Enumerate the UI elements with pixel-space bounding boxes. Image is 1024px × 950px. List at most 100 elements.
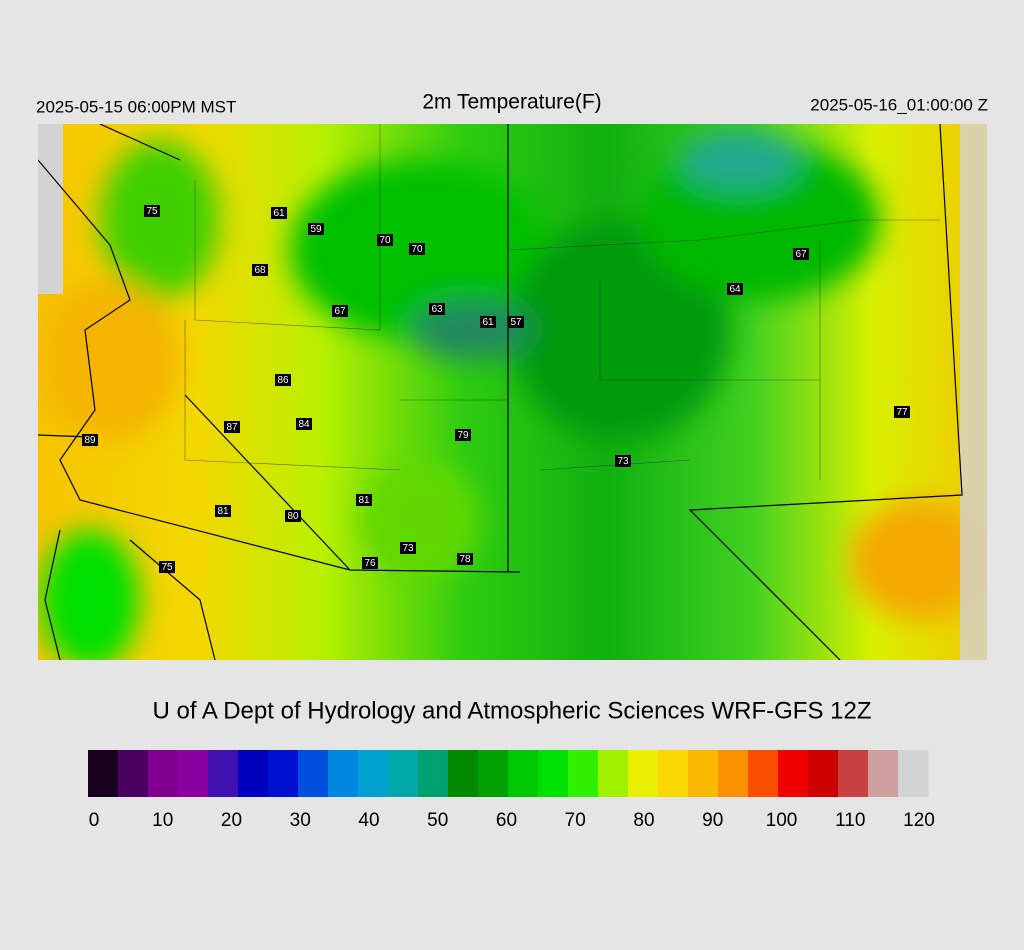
colorbar-segment <box>298 750 329 797</box>
station-box <box>894 406 910 418</box>
colorbar-tick-label: 20 <box>221 810 242 831</box>
colorbar-tick-label: 0 <box>89 810 100 831</box>
colorbar-segment <box>178 750 209 797</box>
station-box <box>615 455 631 467</box>
station-value: 77 <box>896 407 908 418</box>
station-box <box>224 421 240 433</box>
colorbar-tick-label: 30 <box>290 810 311 831</box>
colorbar-segment <box>658 750 689 797</box>
colorbar: 0 10 20 30 40 50 60 70 80 90 100 110 120 <box>88 750 935 831</box>
station-box <box>727 283 743 295</box>
station-box <box>144 205 160 217</box>
colorbar-segment <box>388 750 419 797</box>
colorbar-segment <box>808 750 839 797</box>
colorbar-tick-label: 110 <box>835 810 865 831</box>
station-box <box>159 561 175 573</box>
colorbar-segment <box>448 750 479 797</box>
station-box <box>429 303 445 315</box>
station-box <box>377 234 393 246</box>
map <box>38 124 987 660</box>
colorbar-segment <box>238 750 269 797</box>
valid-local: 2025-05-15 06:00PM MST <box>36 97 236 116</box>
colorbar-segment <box>268 750 299 797</box>
station-value: 84 <box>298 419 310 430</box>
station-value: 67 <box>334 306 346 317</box>
station-value: 59 <box>310 224 322 235</box>
colorbar-tick-label: 80 <box>633 810 654 831</box>
colorbar-segment <box>418 750 449 797</box>
station-value: 68 <box>254 265 266 276</box>
station-value: 61 <box>273 208 285 219</box>
station-value: 75 <box>146 206 158 217</box>
station-value: 63 <box>431 304 443 315</box>
station-box <box>271 207 287 219</box>
colorbar-tick-label: 10 <box>152 810 173 831</box>
station-box <box>356 494 372 506</box>
station-labels: 75 61 59 70 70 68 67 64 67 63 61 57 86 87 84 89 79 77 73 81… <box>82 205 910 573</box>
colorbar-tick-label: 60 <box>496 810 517 831</box>
colorbar-segment <box>208 750 239 797</box>
station-box <box>82 434 98 446</box>
station-value: 80 <box>287 511 299 522</box>
station-value: 61 <box>482 317 494 328</box>
station-box <box>275 374 291 386</box>
valid-utc: 2025-05-16_01:00:00 Z <box>810 95 988 114</box>
station-value: 57 <box>510 317 522 328</box>
station-value: 75 <box>161 562 173 573</box>
colorbar-tick-label: 70 <box>565 810 586 831</box>
colorbar-segment <box>328 750 359 797</box>
map-title: 2m Temperature(F) <box>422 91 601 114</box>
station-box <box>308 223 324 235</box>
colorbar-segment <box>118 750 149 797</box>
colorbar-tick-label: 40 <box>358 810 379 831</box>
station-box <box>332 305 348 317</box>
colorbar-segment <box>598 750 629 797</box>
colorbar-tick-label: 50 <box>427 810 448 831</box>
station-box <box>455 429 471 441</box>
station-box <box>285 510 301 522</box>
station-value: 81 <box>217 506 229 517</box>
colorbar-segment <box>688 750 719 797</box>
station-value: 86 <box>277 375 289 386</box>
colorbar-tick-label: 120 <box>903 810 935 831</box>
colorbar-segment <box>748 750 779 797</box>
colorbar-segment <box>898 750 929 797</box>
colorbar-segment <box>868 750 899 797</box>
colorbar-segment <box>88 750 119 797</box>
colorbar-tick-label: 90 <box>702 810 723 831</box>
station-value: 89 <box>84 435 96 446</box>
station-value: 78 <box>459 554 471 565</box>
colorbar-segment <box>838 750 869 797</box>
station-box <box>252 264 268 276</box>
station-value: 87 <box>226 422 238 433</box>
station-box <box>400 542 416 554</box>
station-value: 73 <box>617 456 629 467</box>
station-box <box>457 553 473 565</box>
credit: U of A Dept of Hydrology and Atmospheric… <box>153 697 872 724</box>
station-box <box>409 243 425 255</box>
station-box <box>215 505 231 517</box>
station-box <box>362 557 378 569</box>
station-box <box>296 418 312 430</box>
colorbar-segment <box>568 750 599 797</box>
colorbar-segment <box>358 750 389 797</box>
colorbar-segment <box>148 750 179 797</box>
colorbar-segment <box>538 750 569 797</box>
colorbar-segment <box>718 750 749 797</box>
colorbar-segment <box>478 750 509 797</box>
station-value: 70 <box>411 244 423 255</box>
station-box <box>480 316 496 328</box>
colorbar-segment <box>628 750 659 797</box>
station-box <box>793 248 809 260</box>
station-box <box>508 316 524 328</box>
station-value: 76 <box>364 558 376 569</box>
station-value: 81 <box>358 495 370 506</box>
station-value: 70 <box>379 235 391 246</box>
station-value: 64 <box>729 284 741 295</box>
colorbar-segment <box>508 750 539 797</box>
colorbar-tick-label: 100 <box>766 810 798 831</box>
station-value: 79 <box>457 430 469 441</box>
station-value: 67 <box>795 249 807 260</box>
colorbar-segment <box>778 750 809 797</box>
